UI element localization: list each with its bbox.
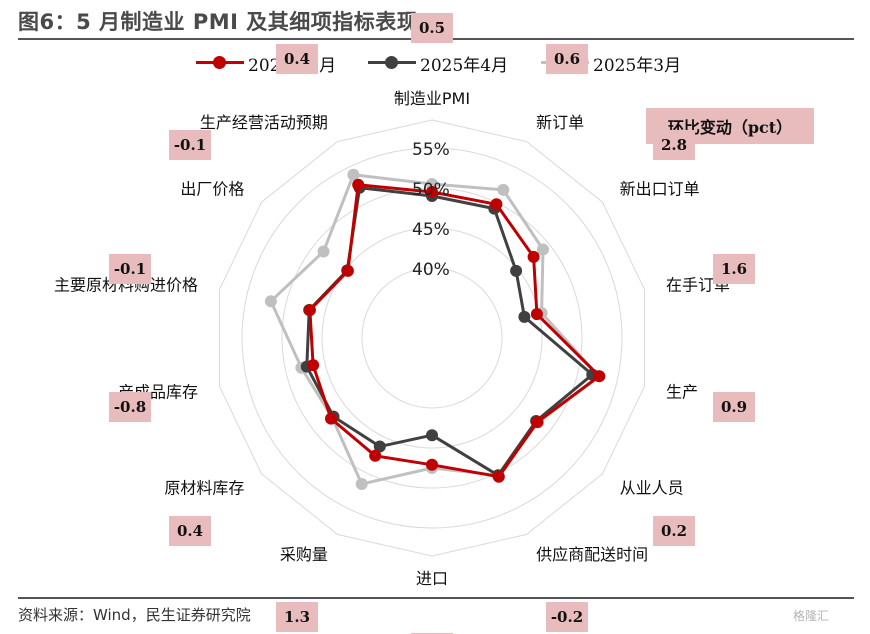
change-badge: 1.3 [276,602,318,632]
axis-label: 进口 [416,569,448,588]
grid-ring [361,267,503,409]
figure-title: 图6：5 月制造业 PMI 及其细项指标表现 [18,10,419,34]
data-point [426,186,438,198]
radial-tick-label: 45% [412,220,450,240]
data-point [531,416,544,428]
axis-label: 从业人员 [620,479,684,498]
axis-label: 生产经营活动预期 [200,113,328,132]
data-point [537,243,549,256]
change-badge: 1.6 [713,254,755,284]
legend-swatch-apr [368,48,416,78]
data-point [497,183,510,196]
data-point [426,429,438,442]
change-badge: 2.8 [653,130,695,160]
change-badge: -0.2 [546,602,588,632]
data-point [355,478,368,490]
data-point [530,308,543,321]
watermark: 格隆汇 [793,609,830,623]
change-badge: -0.8 [109,392,151,422]
axis-label: 新订单 [536,113,584,132]
data-point [307,359,320,372]
grid-ring [241,147,623,529]
axis-label: 制造业PMI [394,89,470,108]
axis-label: 新出口订单 [620,179,700,198]
data-point [317,245,330,258]
data-point [527,250,540,263]
radial-tick-label: 55% [412,140,450,160]
axis-label: 供应商配送时间 [536,545,648,564]
axis-label: 采购量 [280,545,328,564]
change-badge: 0.9 [713,392,755,422]
data-point [593,370,606,383]
data-point [373,440,386,453]
radial-tick-label: 40% [412,260,450,280]
data-point [510,264,523,277]
radial-tick-label: 50% [412,180,450,200]
legend-label: 2025年4月 [420,55,509,76]
legend-item-apr: 2025年4月 [368,48,508,78]
change-badge: -0.1 [169,130,211,160]
change-badge: 0.4 [276,44,318,74]
source-note: 资料来源：Wind，民生证券研究院 [18,606,251,624]
data-point [352,178,365,191]
axis-label: 主要原材料购进价格 [54,276,198,295]
data-point [518,310,531,323]
footer-rule [18,597,854,599]
data-point [303,304,316,317]
data-point [325,412,337,425]
data-point [347,168,360,181]
data-point [490,198,503,211]
data-point [341,264,354,277]
data-point [426,458,438,471]
change-badge: 0.6 [546,44,588,74]
legend-swatch-may [196,48,244,78]
change-badge: 0.2 [653,516,695,546]
grid-frame [219,119,645,557]
axis-label: 原材料库存 [164,479,244,498]
axis-label: 生产 [666,382,698,401]
data-point [369,449,382,462]
grid-ring [321,227,543,449]
legend-label: 2025年3月 [593,55,682,76]
change-badge: 0.5 [411,13,453,43]
data-point [492,470,505,483]
axis-label: 出厂价格 [180,179,244,198]
data-point [264,295,277,308]
change-badge: -0.1 [109,254,151,284]
change-badge: 0.4 [169,516,211,546]
